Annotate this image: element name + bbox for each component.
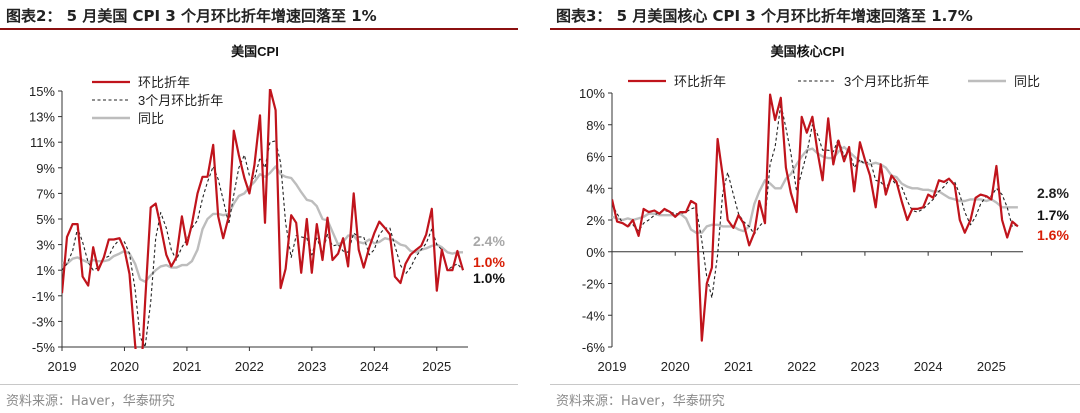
x-tick-label: 2025 <box>977 359 1006 374</box>
chart-title: 美国核心CPI <box>771 44 845 59</box>
y-tick-label: -3% <box>32 314 56 329</box>
end-value-label: 1.7% <box>1037 207 1069 223</box>
x-tick-label: 2021 <box>172 359 201 374</box>
y-tick-label: 10% <box>579 86 605 101</box>
y-tick-label: -6% <box>582 340 606 355</box>
y-tick-label: 5% <box>36 212 55 227</box>
figure-2-title-rule <box>0 28 518 30</box>
y-tick-label: 1% <box>36 263 55 278</box>
x-tick-label: 2021 <box>724 359 753 374</box>
figure-3-title-rule <box>550 28 1080 30</box>
legend-label-0: 环比折年 <box>674 74 726 89</box>
x-tick-label: 2020 <box>661 359 690 374</box>
x-tick-label: 2025 <box>422 359 451 374</box>
series-line-1 <box>62 140 464 348</box>
series-line-0 <box>62 89 465 349</box>
figure-3-source-rule <box>550 384 1080 385</box>
legend-label-2: 同比 <box>1014 74 1040 89</box>
y-tick-label: 15% <box>29 84 55 99</box>
y-tick-label: 13% <box>29 110 55 125</box>
y-tick-label: 11% <box>30 135 55 150</box>
end-value-label: 1.0% <box>473 254 505 270</box>
legend-label-1: 3个月环比折年 <box>138 93 223 108</box>
y-tick-label: 3% <box>36 238 55 253</box>
figure-3-source: 资料来源：Haver，华泰研究 <box>556 394 725 409</box>
y-tick-label: 7% <box>36 186 55 201</box>
legend-label-1: 3个月环比折年 <box>844 74 929 89</box>
us-cpi-chart: 美国CPI -5% -3% -1% 1% 3% 5% 7% 9% 11% 13% 15% 2019 202… <box>29 44 505 374</box>
end-value-label: 1.0% <box>473 270 505 286</box>
x-tick-label: 2023 <box>297 359 326 374</box>
end-value-label: 2.4% <box>473 233 505 249</box>
y-tick-label: 6% <box>586 150 605 165</box>
y-tick-label: 4% <box>586 181 605 196</box>
legend-label-0: 环比折年 <box>138 75 190 90</box>
x-tick-label: 2020 <box>110 359 139 374</box>
x-tick-label: 2024 <box>914 359 943 374</box>
figure-2-caption: 图表2： 5 月美国 CPI 3 个月环比折年增速回落至 1% <box>6 7 377 25</box>
y-tick-label: -2% <box>582 277 606 292</box>
y-tick-label: 0% <box>586 245 605 260</box>
figure-3-caption: 图表3： 5 月美国核心 CPI 3 个月环比折年增速回落至 1.7% <box>556 7 973 25</box>
y-tick-label: 9% <box>36 161 55 176</box>
series-line-0 <box>612 93 1019 342</box>
y-tick-label: 8% <box>586 118 605 133</box>
figure-2-source-rule <box>0 384 518 385</box>
end-value-label: 1.6% <box>1037 227 1069 243</box>
y-tick-label: -4% <box>582 308 606 323</box>
x-tick-label: 2019 <box>48 359 77 374</box>
legend-label-2: 同比 <box>138 111 164 126</box>
x-tick-label: 2022 <box>235 359 264 374</box>
figure-2-header: 图表2： 5 月美国 CPI 3 个月环比折年增速回落至 1% <box>0 0 518 32</box>
y-tick-label: -5% <box>32 340 56 355</box>
figure-2-source: 资料来源：Haver，华泰研究 <box>6 394 175 409</box>
figure-3-header: 图表3： 5 月美国核心 CPI 3 个月环比折年增速回落至 1.7% <box>550 0 1080 32</box>
y-tick-label: -1% <box>32 289 56 304</box>
chart-title: 美国CPI <box>231 44 279 59</box>
x-tick-label: 2022 <box>787 359 816 374</box>
series-line-2 <box>612 145 1018 234</box>
x-tick-label: 2019 <box>598 359 627 374</box>
x-tick-label: 2024 <box>360 359 389 374</box>
x-tick-label: 2023 <box>850 359 879 374</box>
us-core-cpi-chart: 美国核心CPI -6% -4% -2% 0% 2% 4% 6% 8% 10% 2019 2020 202… <box>579 44 1069 374</box>
end-value-label: 2.8% <box>1037 185 1069 201</box>
y-tick-label: 2% <box>586 213 605 228</box>
